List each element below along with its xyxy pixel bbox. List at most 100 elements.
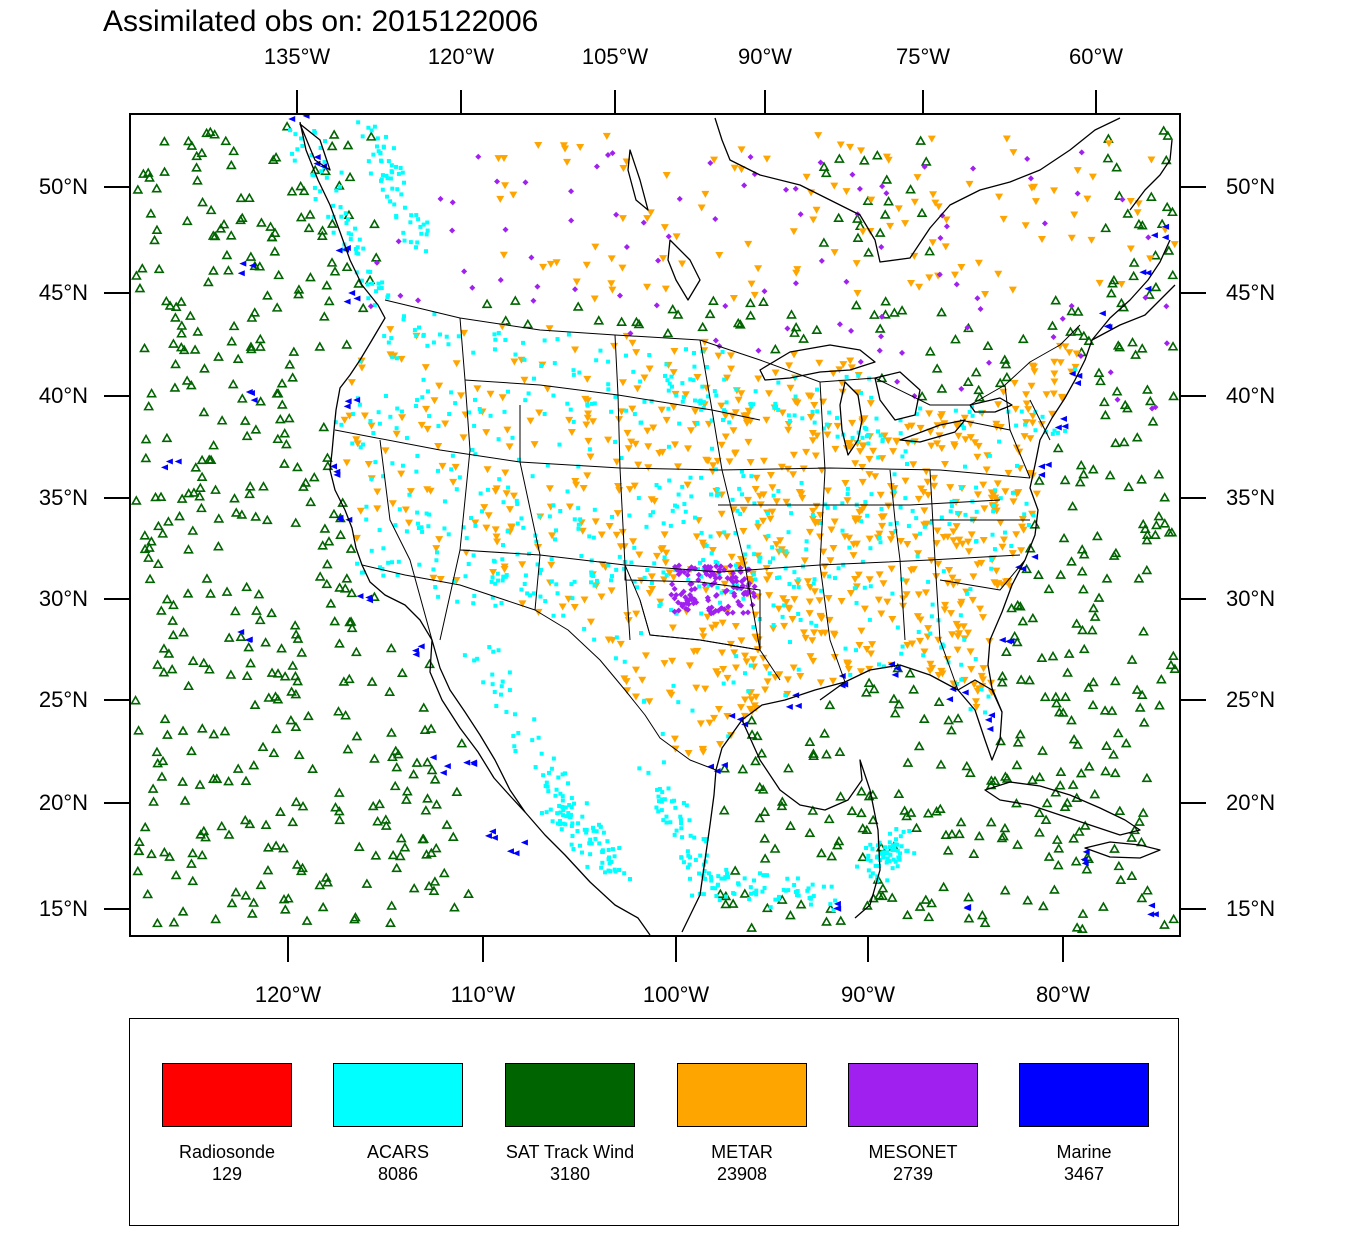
mesonet-marker (609, 150, 616, 157)
acars-marker (1014, 423, 1019, 428)
sat-track-wind-marker (924, 346, 936, 356)
mesonet-marker (669, 581, 676, 588)
metar-marker (964, 548, 973, 556)
mesonet-marker (784, 325, 791, 332)
acars-marker (354, 270, 359, 275)
acars-marker (607, 855, 612, 860)
acars-marker (395, 572, 400, 577)
sat-track-wind-marker (187, 847, 199, 858)
sat-track-wind-marker (288, 346, 300, 356)
sat-track-wind-marker (1129, 824, 1140, 835)
acars-marker (959, 677, 964, 682)
acars-marker (521, 525, 526, 530)
sat-track-wind-marker (272, 668, 284, 678)
acars-marker (369, 128, 374, 133)
metar-marker (763, 576, 772, 584)
acars-marker (876, 864, 881, 869)
acars-marker (432, 312, 437, 317)
metar-marker (816, 679, 825, 687)
acars-marker (827, 410, 832, 415)
border-plains-east (699, 339, 761, 651)
sat-track-wind-marker (226, 897, 238, 908)
border-west-states (334, 429, 1031, 479)
metar-marker (860, 605, 869, 613)
lake-michigan (839, 381, 863, 456)
mesonet-marker (731, 590, 738, 597)
sat-track-wind-marker (176, 320, 188, 330)
sat-track-wind-marker (1040, 814, 1052, 824)
sat-track-wind-marker (877, 883, 889, 893)
sat-track-wind-marker (290, 517, 302, 527)
metar-marker (815, 359, 824, 367)
left-lat-label-15n: 15°N (38, 896, 88, 921)
metar-marker (1009, 498, 1018, 506)
sat-track-wind-marker (1159, 518, 1171, 528)
acars-marker (376, 410, 381, 415)
sat-track-wind-marker (196, 723, 208, 733)
acars-marker (669, 374, 674, 379)
sat-track-wind-marker (182, 588, 194, 598)
legend-label-radiosonde: Radiosonde (178, 1142, 276, 1162)
metar-marker (505, 443, 514, 451)
sat-track-wind-marker (194, 482, 206, 493)
metar-marker (859, 504, 868, 512)
mesonet-marker (849, 171, 856, 178)
metar-marker (483, 466, 492, 474)
acars-marker (783, 566, 788, 571)
acars-marker (292, 158, 297, 163)
acars-marker (372, 124, 377, 129)
mesonet-marker (717, 563, 724, 570)
acars-marker (582, 827, 587, 832)
metar-marker (823, 431, 832, 439)
acars-marker (565, 401, 570, 406)
sat-track-wind-marker (1055, 569, 1067, 579)
acars-marker (421, 332, 426, 337)
acars-marker (766, 534, 771, 539)
mesonet-marker (627, 330, 634, 337)
metar-marker (518, 561, 527, 569)
sat-track-wind-marker (389, 780, 401, 791)
sat-track-wind-marker (151, 183, 163, 193)
sat-track-wind-marker (219, 725, 231, 736)
acars-marker (962, 464, 967, 469)
metar-marker (967, 666, 976, 674)
metar-marker (778, 409, 787, 417)
metar-marker (499, 154, 508, 162)
acars-marker (597, 841, 602, 846)
top-lon-label-60w: 60°W (1068, 44, 1124, 69)
acars-marker (389, 336, 394, 341)
sat-track-wind-marker (704, 308, 716, 319)
acars-marker (402, 205, 407, 210)
acars-marker (654, 805, 659, 810)
acars-marker (941, 644, 946, 649)
marine-marker (336, 514, 344, 521)
sat-track-wind-marker (952, 713, 964, 723)
sat-track-wind-marker (429, 876, 441, 886)
acars-marker (979, 687, 984, 692)
metar-marker (799, 629, 808, 637)
acars-marker (534, 539, 539, 544)
acars-marker (449, 467, 454, 472)
acars-marker (963, 512, 968, 517)
sat-track-wind-marker (225, 159, 237, 170)
acars-marker (895, 848, 900, 853)
acars-marker (875, 843, 880, 848)
metar-marker (993, 480, 1002, 488)
mesonet-marker (1068, 303, 1075, 310)
acars-marker (554, 528, 559, 533)
metar-marker (459, 434, 468, 442)
acars-marker (955, 510, 960, 515)
mesonet-marker (502, 226, 509, 233)
acars-marker (722, 530, 727, 535)
metar-marker (496, 195, 505, 203)
sat-track-wind-marker (258, 481, 269, 491)
metar-marker (632, 349, 641, 357)
acars-marker (708, 874, 713, 879)
sat-track-wind-marker (236, 393, 248, 403)
acars-marker (974, 509, 979, 514)
metar-marker (762, 416, 771, 424)
acars-marker (563, 805, 568, 810)
acars-marker (381, 573, 386, 578)
acars-marker (324, 175, 329, 180)
acars-marker (825, 505, 830, 510)
